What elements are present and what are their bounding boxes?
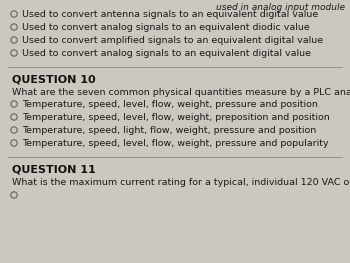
Text: used in analog input module: used in analog input module	[216, 3, 345, 12]
Text: Temperature, speed, level, flow, weight, preposition and position: Temperature, speed, level, flow, weight,…	[22, 113, 330, 122]
Text: QUESTION 10: QUESTION 10	[12, 75, 96, 85]
Text: Used to convert amplified signals to an equivalent digital value: Used to convert amplified signals to an …	[22, 36, 323, 45]
Text: What are the seven common physical quantities measure by a PLC analog input modu: What are the seven common physical quant…	[12, 88, 350, 97]
Text: Used to convert analog signals to an equivalent digital value: Used to convert analog signals to an equ…	[22, 49, 311, 58]
Text: What is the maximum current rating for a typical, individual 120 VAC output?: What is the maximum current rating for a…	[12, 178, 350, 187]
Text: Temperature, speed, level, flow, weight, pressure and position: Temperature, speed, level, flow, weight,…	[22, 100, 318, 109]
Text: Temperature, speed, light, flow, weight, pressure and position: Temperature, speed, light, flow, weight,…	[22, 126, 316, 135]
Text: Used to convert antenna signals to an equivalent digital value: Used to convert antenna signals to an eq…	[22, 10, 318, 19]
Text: Temperature, speed, level, flow, weight, pressure and popularity: Temperature, speed, level, flow, weight,…	[22, 139, 329, 148]
Text: Used to convert analog signals to an equivalent diodic value: Used to convert analog signals to an equ…	[22, 23, 310, 32]
Text: QUESTION 11: QUESTION 11	[12, 165, 96, 175]
